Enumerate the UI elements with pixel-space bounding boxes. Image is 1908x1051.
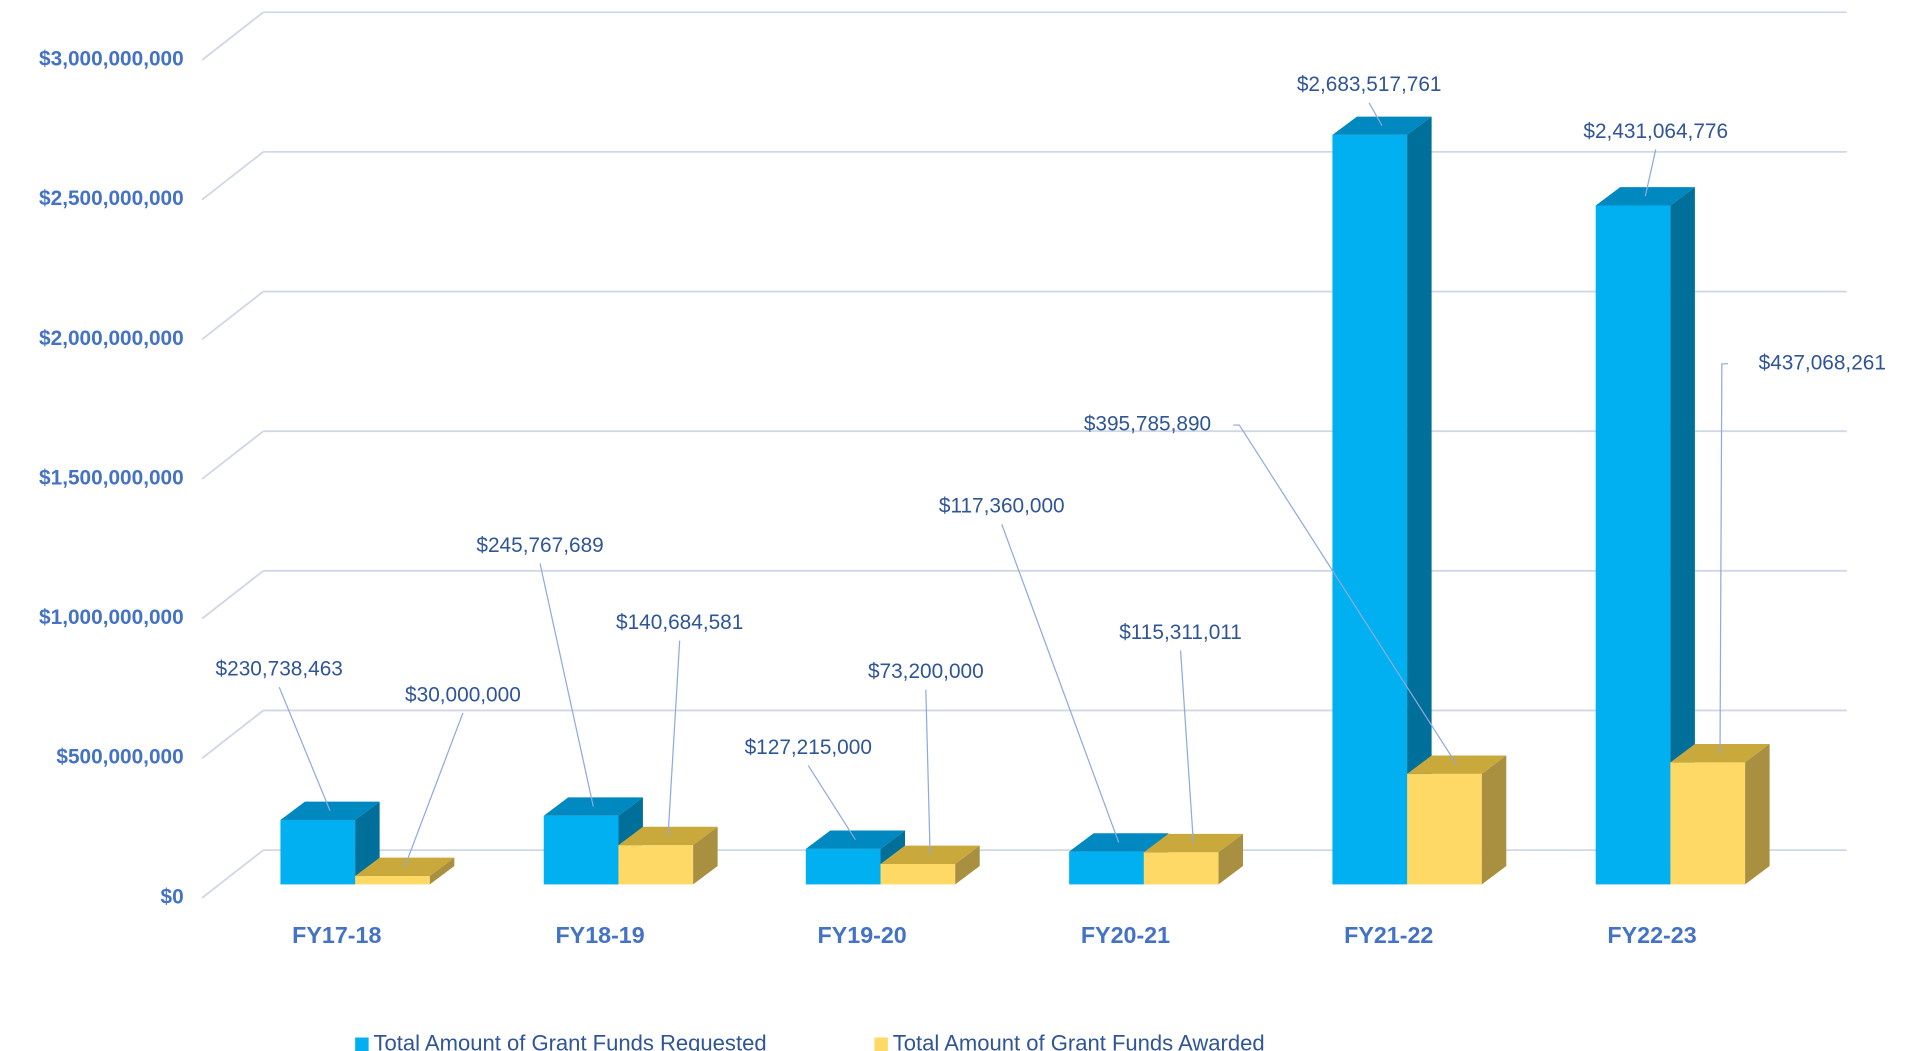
- legend-marker: [355, 1037, 369, 1051]
- y-tick-label: $3,000,000,000: [39, 48, 184, 71]
- y-tick-label: $1,000,000,000: [39, 606, 184, 629]
- bar-front: [880, 863, 956, 885]
- grid-line-diag: [201, 709, 264, 759]
- bar-front: [618, 845, 694, 885]
- x-tick-label: FY19-20: [818, 922, 907, 948]
- y-tick-label: $2,500,000,000: [39, 187, 184, 210]
- bar-front: [1332, 134, 1408, 885]
- leader-line: [925, 689, 931, 855]
- leader-line: [1233, 424, 1458, 766]
- bar-front: [355, 876, 430, 885]
- bar-side: [1745, 743, 1770, 885]
- leader-line: [1001, 524, 1120, 843]
- x-tick-label: FY22-23: [1607, 922, 1696, 948]
- value-label: $2,431,064,776: [1583, 120, 1728, 143]
- grid-line-diag: [201, 11, 264, 61]
- x-tick-label: FY17-18: [292, 922, 381, 948]
- bar-top: [1595, 187, 1695, 206]
- leader-line: [807, 765, 856, 841]
- bar-top: [1069, 833, 1169, 852]
- value-label: $117,360,000: [939, 495, 1065, 518]
- grid-line-diag: [201, 151, 264, 201]
- grid-line-diag: [201, 570, 264, 620]
- leader-line: [667, 640, 681, 836]
- bar-side: [1218, 833, 1244, 885]
- bar-side: [693, 826, 718, 885]
- value-label: $30,000,000: [405, 683, 521, 706]
- bar-front: [1407, 773, 1482, 885]
- legend-label: Total Amount of Grant Funds Requested: [374, 1031, 767, 1051]
- bar-side: [1670, 187, 1695, 885]
- leader-line: [539, 563, 594, 807]
- bar-front: [280, 819, 356, 885]
- leader-line: [1368, 102, 1383, 127]
- x-tick-label: FY18-19: [555, 922, 644, 948]
- x-tick-label: FY20-21: [1081, 922, 1170, 948]
- value-label: $230,738,463: [216, 658, 343, 681]
- value-label: $127,215,000: [745, 736, 872, 759]
- legend-marker: [874, 1037, 888, 1051]
- bar-side: [1481, 755, 1507, 885]
- leader-line: [1644, 149, 1657, 197]
- grid-line-diag: [201, 430, 264, 480]
- value-label: $2,683,517,761: [1297, 73, 1442, 96]
- value-label: $140,684,581: [616, 611, 743, 634]
- y-tick-label: $2,000,000,000: [39, 327, 184, 350]
- leader-line: [404, 712, 464, 868]
- leader-line: [1719, 363, 1728, 754]
- y-tick-label: $1,500,000,000: [39, 466, 184, 489]
- bar-side: [429, 857, 455, 885]
- bar-front: [805, 848, 881, 885]
- value-label: $115,311,011: [1119, 621, 1242, 644]
- grid-line-diag: [201, 849, 264, 899]
- x-tick-label: FY21-22: [1344, 922, 1433, 948]
- bar-front: [1595, 205, 1671, 885]
- value-label: $437,068,261: [1759, 351, 1886, 374]
- leader-line: [278, 686, 331, 812]
- y-tick-label: $500,000,000: [56, 746, 183, 769]
- value-label: $395,785,890: [1084, 413, 1211, 436]
- grid-line-diag: [201, 290, 264, 341]
- bar-top: [1670, 743, 1770, 763]
- value-label: $73,200,000: [868, 660, 984, 683]
- value-label: $245,767,689: [476, 534, 603, 557]
- bar-side: [1407, 116, 1432, 885]
- leader-line: [1179, 650, 1195, 844]
- legend-label: Total Amount of Grant Funds Awarded: [893, 1031, 1265, 1051]
- bar-side: [955, 845, 980, 885]
- bar-front: [543, 815, 619, 885]
- y-tick-label: $0: [161, 885, 184, 908]
- bar-front: [1670, 762, 1746, 885]
- bar-front: [1069, 851, 1144, 885]
- bar-front: [1143, 852, 1219, 885]
